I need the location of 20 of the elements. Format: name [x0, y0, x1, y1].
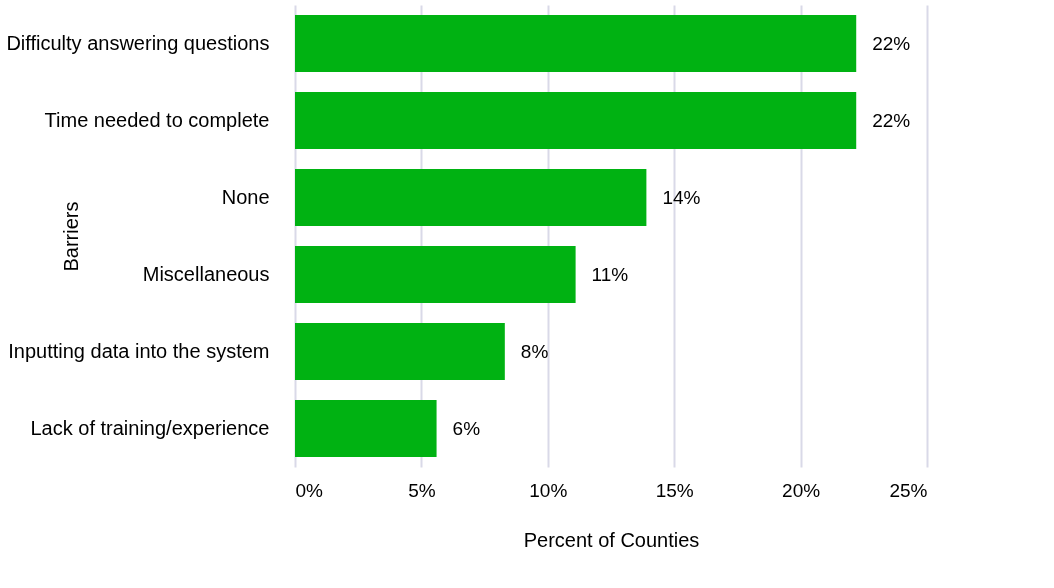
x-tick-label: 20%	[782, 479, 821, 501]
x-tick-label: 25%	[889, 479, 928, 501]
y-tick-label: Miscellaneous	[142, 262, 270, 285]
x-tick-label: 0%	[295, 479, 324, 501]
y-tick-label: Lack of training/experience	[30, 416, 270, 439]
data-label: 14%	[662, 186, 701, 208]
data-label: 6%	[452, 417, 481, 439]
x-axis-title: Percent of Counties	[523, 528, 700, 551]
y-tick-label: Inputting data into the system	[8, 339, 270, 362]
y-tick-label: Difficulty answering questions	[6, 31, 270, 54]
x-tick-label: 15%	[655, 479, 694, 501]
data-label: 22%	[872, 32, 911, 54]
data-label: 8%	[520, 340, 549, 362]
x-tick-label: 10%	[529, 479, 568, 501]
data-label: 11%	[591, 263, 629, 285]
y-axis-title: Barriers	[59, 201, 82, 272]
y-tick-label: None	[221, 185, 270, 208]
x-tick-label: 5%	[408, 479, 436, 501]
data-label: 22%	[872, 109, 911, 131]
y-tick-label: Time needed to complete	[44, 108, 270, 131]
